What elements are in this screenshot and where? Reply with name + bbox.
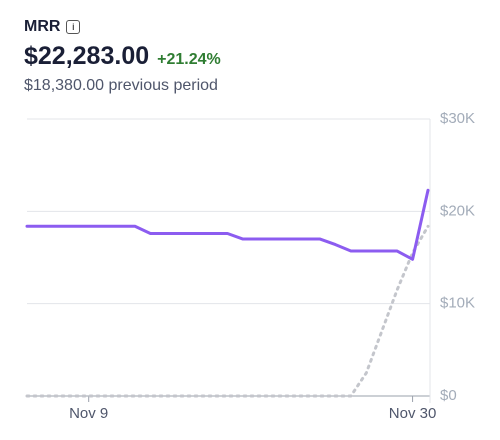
value-row: $22,283.00 +21.24% bbox=[24, 42, 221, 71]
y-tick-label: $0 bbox=[440, 387, 457, 404]
metric-value: $22,283.00 bbox=[24, 42, 150, 70]
metric-name: MRR bbox=[24, 18, 61, 35]
series-line bbox=[25, 224, 430, 398]
y-tick-label: $10K bbox=[440, 295, 475, 312]
info-icon[interactable]: i bbox=[66, 20, 81, 34]
change: +21.24% bbox=[157, 51, 221, 68]
header: MRR i $22,283.00 +21.24% $18,380.00 prev… bbox=[24, 18, 221, 95]
metric-row: MRR i bbox=[24, 18, 221, 36]
x-tick-label: Nov 9 bbox=[69, 405, 108, 422]
y-tick-label: $30K bbox=[440, 110, 475, 127]
y-tick-label: $20K bbox=[440, 202, 475, 219]
comparison: $18,380.00 previous period bbox=[24, 77, 218, 94]
x-tick-label: Nov 30 bbox=[389, 405, 437, 422]
series-line bbox=[25, 188, 430, 261]
